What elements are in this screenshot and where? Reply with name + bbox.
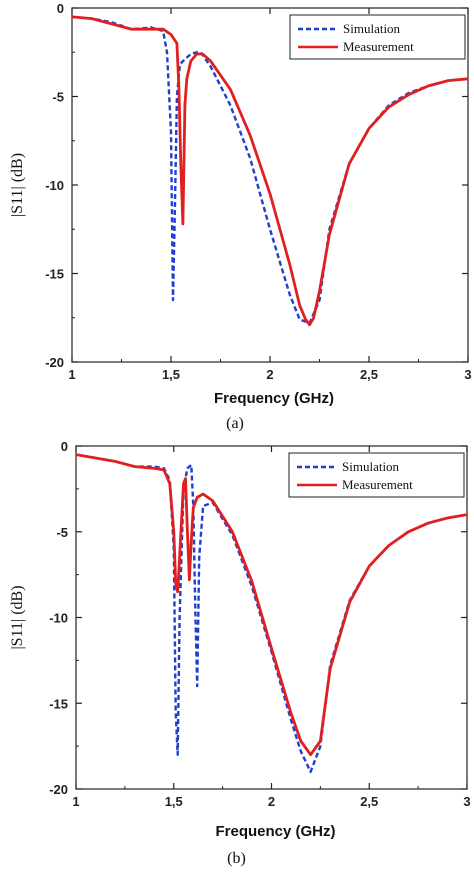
series-line-simulation [76,453,467,773]
legend: Simulation Measurement [288,452,465,498]
legend: Simulation Measurement [289,14,466,60]
series-group [76,453,467,773]
legend-box [288,452,465,498]
y-tick-label: -5 [56,525,68,540]
y-axis-label: |S11| (dB) [9,585,26,649]
series-line-measurement [76,453,467,757]
legend-label-measurement: Measurement [343,39,414,54]
x-tick-label: 3 [463,794,470,809]
x-tick-label: 3 [464,367,471,382]
panel-label: (a) [226,415,244,432]
x-tick-label: 2,5 [360,794,378,809]
x-tick-label: 1,5 [165,794,183,809]
series-group [72,15,468,327]
legend-box [289,14,466,60]
y-tick-label: 0 [61,439,68,454]
plot-frame [71,7,469,363]
x-axis-label: Frequency (GHz) [215,823,335,840]
x-axis-label: Frequency (GHz) [214,390,334,407]
x-tick-label: 1,5 [162,367,180,382]
chart-panel-2: 1 1,5 2 2,5 3 0 -5 -10 -15 -20 Frequency (GHz) |S11… [9,439,471,867]
y-tick-label: -20 [45,355,64,370]
series-line-simulation [72,15,468,325]
legend-label-simulation: Simulation [342,459,400,474]
x-tick-label: 2 [266,367,273,382]
y-tick-label: -20 [49,782,68,797]
panel-label: (b) [227,850,246,867]
x-tick-label: 1 [72,794,79,809]
series-line-measurement [72,15,468,327]
x-tick-label: 2,5 [360,367,378,382]
legend-label-simulation: Simulation [343,21,401,36]
y-tick-label: 0 [57,1,64,16]
legend-label-measurement: Measurement [342,477,413,492]
x-tick-label: 1 [68,367,75,382]
chart-panel-1: 1 1,5 2 2,5 3 0 -5 -10 -15 -20 Frequency (GHz) |S11… [9,1,472,432]
y-tick-label: -15 [45,267,64,282]
y-tick-label: -10 [45,178,64,193]
y-tick-label: -15 [49,696,68,711]
y-tick-label: -10 [49,611,68,626]
x-tick-label: 2 [268,794,275,809]
y-tick-label: -5 [52,90,64,105]
y-axis-label: |S11| (dB) [9,153,26,217]
